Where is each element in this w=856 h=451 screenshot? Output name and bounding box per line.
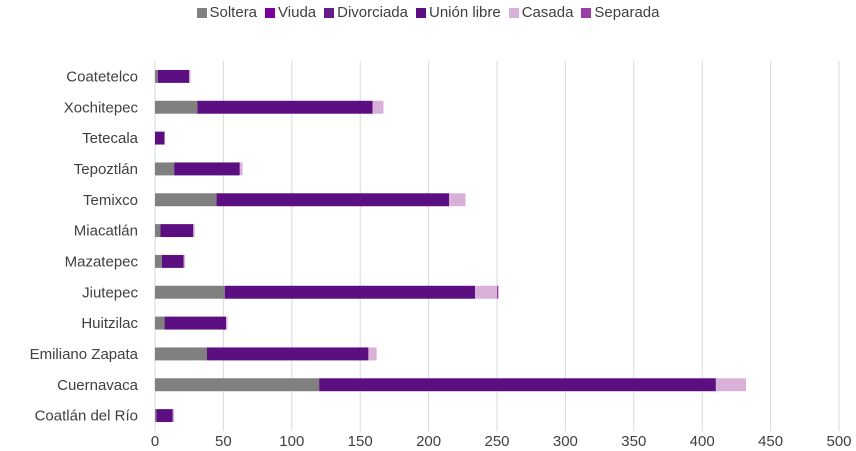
x-tick-label: 300 xyxy=(553,433,578,450)
bar-segment xyxy=(155,285,225,299)
legend: Soltera Viuda Divorciada Unión libre Casada S… xyxy=(0,4,856,21)
bar-segment xyxy=(715,378,746,392)
category-label: Tetecala xyxy=(82,130,139,147)
legend-label: Separada xyxy=(594,4,660,21)
category-label: Tepoztlán xyxy=(74,161,138,178)
legend-swatch xyxy=(416,7,426,18)
bar-segment xyxy=(319,378,716,392)
x-tick-label: 200 xyxy=(416,433,441,450)
legend-item: Divorciada xyxy=(324,4,408,21)
legend-label: Casada xyxy=(521,4,574,21)
category-label: Xochitepec xyxy=(64,99,139,116)
bar-segment xyxy=(372,100,384,114)
bar-segment xyxy=(155,224,161,238)
category-label: Temixco xyxy=(83,192,138,209)
legend-item: Casada xyxy=(508,4,574,21)
x-tick-label: 100 xyxy=(279,433,304,450)
legend-swatch xyxy=(508,7,519,18)
bar-segment xyxy=(160,224,194,238)
bar-segment xyxy=(224,285,476,299)
legend-swatch xyxy=(265,7,276,18)
bar-segment xyxy=(189,69,191,83)
bar-segment xyxy=(155,316,165,330)
bar-segment xyxy=(155,254,162,268)
bar-segment xyxy=(193,224,195,238)
category-label: Coatlán del Río xyxy=(35,408,138,425)
category-label: Cuernavaca xyxy=(57,377,139,394)
category-label: Emiliano Zapata xyxy=(30,346,139,363)
legend-swatch xyxy=(196,7,207,18)
bar-segment xyxy=(161,254,184,268)
bar-segment xyxy=(155,100,198,114)
bar-segment xyxy=(156,409,173,423)
legend-item: Viuda xyxy=(265,4,316,21)
category-label: Coatetelco xyxy=(66,68,138,85)
bar-segment xyxy=(183,254,186,268)
bar-segment xyxy=(155,378,320,392)
bar-segment xyxy=(475,285,497,299)
bar-segment xyxy=(155,347,207,361)
bar-segment xyxy=(368,347,377,361)
bar-segment xyxy=(497,285,499,299)
category-label: Huitzilac xyxy=(81,315,138,332)
legend-item: Separada xyxy=(581,4,659,21)
x-tick-label: 150 xyxy=(348,433,373,450)
x-tick-label: 400 xyxy=(690,433,715,450)
bar-segment xyxy=(239,162,243,176)
x-tick-label: 350 xyxy=(621,433,646,450)
bar-segment xyxy=(155,409,157,423)
category-label: Miacatlán xyxy=(74,223,138,240)
legend-label: Soltera xyxy=(209,4,258,21)
legend-item: Soltera xyxy=(196,4,258,21)
bar-segment xyxy=(449,193,466,207)
bar-segment xyxy=(155,162,175,176)
x-tick-label: 450 xyxy=(758,433,783,450)
bar-segment xyxy=(197,100,373,114)
bar-segment xyxy=(155,193,217,207)
bar-segment xyxy=(172,409,175,423)
legend-label: Unión libre xyxy=(429,4,501,21)
x-tick-label: 250 xyxy=(484,433,509,450)
x-tick-label: 0 xyxy=(151,433,159,450)
legend-swatch xyxy=(581,7,592,18)
legend-label: Divorciada xyxy=(337,4,408,21)
bar-segment xyxy=(155,131,165,145)
category-label: Jiutepec xyxy=(82,284,138,301)
bar-segment xyxy=(206,347,369,361)
legend-swatch xyxy=(324,7,335,18)
bar-segment xyxy=(164,316,227,330)
legend-item: Unión libre xyxy=(416,4,501,21)
bar-segment xyxy=(157,69,190,83)
x-tick-label: 500 xyxy=(826,433,851,450)
bar-segment xyxy=(174,162,240,176)
x-tick-label: 50 xyxy=(215,433,232,450)
legend-label: Viuda xyxy=(278,4,317,21)
category-label: Mazatepec xyxy=(65,253,139,270)
bar-segment xyxy=(155,69,158,83)
bar-segment xyxy=(216,193,450,207)
bar-segment xyxy=(226,316,228,330)
